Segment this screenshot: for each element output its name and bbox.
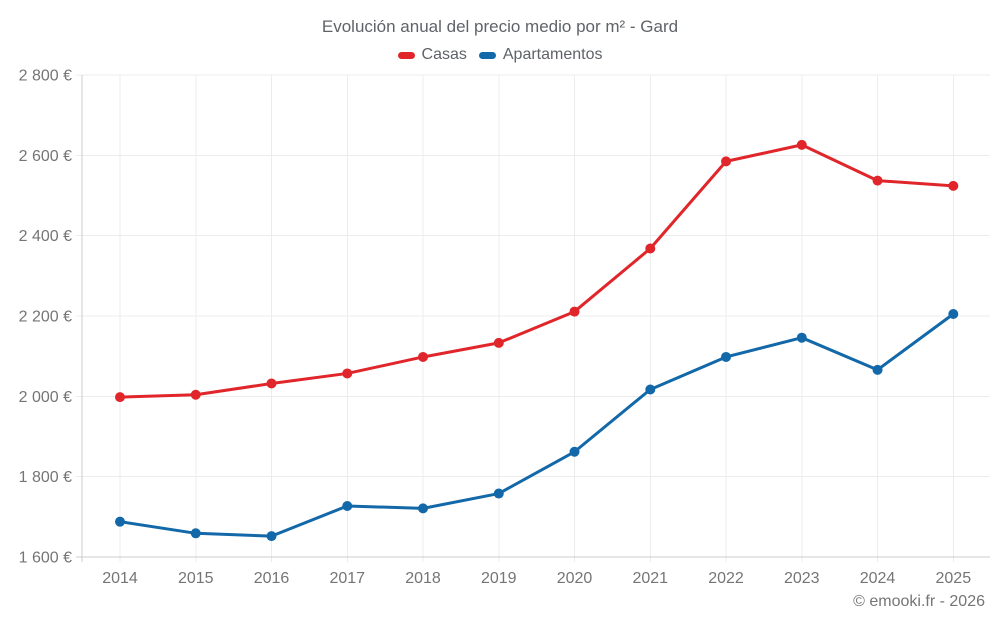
copyright-watermark: © emooki.fr - 2026 bbox=[853, 593, 985, 610]
x-axis-tick-label: 2021 bbox=[632, 570, 668, 587]
legend-swatch-apartamentos-icon bbox=[478, 51, 496, 59]
y-axis-tick-label: 2 000 € bbox=[19, 389, 72, 406]
y-axis-tick-label: 2 400 € bbox=[19, 228, 72, 245]
data-point-casas-2021[interactable] bbox=[645, 243, 656, 254]
data-point-apartamentos-2014[interactable] bbox=[115, 516, 125, 527]
data-point-casas-2020[interactable] bbox=[569, 306, 580, 317]
chart-title: Evolución anual del precio medio por m² … bbox=[321, 17, 679, 36]
data-point-apartamentos-2025[interactable] bbox=[948, 308, 959, 319]
data-point-apartamentos-2023[interactable] bbox=[796, 332, 807, 343]
x-axis-tick-label: 2025 bbox=[936, 570, 972, 587]
x-axis-tick-label: 2022 bbox=[708, 570, 744, 587]
legend-label-apartamentos: Apartamentos bbox=[502, 46, 603, 63]
data-point-apartamentos-2015[interactable] bbox=[190, 528, 201, 539]
y-axis-tick-label: 2 800 € bbox=[19, 68, 72, 85]
x-axis-tick-label: 2015 bbox=[178, 570, 214, 587]
data-point-casas-2024[interactable] bbox=[872, 175, 883, 186]
legend-item-apartamentos[interactable]: Apartamentos bbox=[478, 46, 603, 64]
data-point-apartamentos-2024[interactable] bbox=[872, 364, 883, 375]
legend-swatch-casas-icon bbox=[397, 51, 415, 59]
data-point-casas-2015[interactable] bbox=[190, 389, 201, 400]
data-point-casas-2016[interactable] bbox=[266, 378, 277, 389]
y-axis-tick-label: 1 800 € bbox=[19, 469, 72, 486]
x-axis-tick-label: 2020 bbox=[557, 570, 593, 587]
series-line-casas bbox=[118, 143, 955, 399]
data-point-apartamentos-2018[interactable] bbox=[418, 503, 429, 514]
x-axis-tick-label: 2019 bbox=[481, 570, 517, 587]
chart-legend: Casas Apartamentos bbox=[0, 46, 1000, 64]
data-point-casas-2019[interactable] bbox=[493, 337, 504, 348]
y-axis-tick-label: 2 200 € bbox=[19, 309, 72, 326]
data-point-apartamentos-2021[interactable] bbox=[645, 384, 656, 395]
x-axis-tick-label: 2014 bbox=[102, 570, 138, 587]
x-axis-tick-label: 2016 bbox=[254, 570, 290, 587]
x-axis-tick-label: 2017 bbox=[329, 570, 365, 587]
data-point-apartamentos-2022[interactable] bbox=[721, 351, 732, 362]
series-line-apartamentos bbox=[118, 312, 955, 538]
x-axis-tick-label: 2024 bbox=[860, 570, 896, 587]
data-point-casas-2017[interactable] bbox=[342, 368, 353, 379]
data-point-apartamentos-2017[interactable] bbox=[342, 500, 353, 511]
y-axis-tick-label: 2 600 € bbox=[19, 148, 72, 165]
data-point-casas-2023[interactable] bbox=[796, 139, 807, 150]
data-point-casas-2018[interactable] bbox=[418, 351, 429, 362]
x-axis-tick-label: 2018 bbox=[405, 570, 441, 587]
legend-label-casas: Casas bbox=[421, 46, 467, 63]
data-point-apartamentos-2016[interactable] bbox=[266, 531, 277, 542]
data-point-apartamentos-2020[interactable] bbox=[569, 446, 580, 457]
data-point-apartamentos-2019[interactable] bbox=[493, 488, 504, 499]
data-point-casas-2022[interactable] bbox=[721, 156, 732, 167]
y-axis-tick-label: 1 600 € bbox=[19, 550, 72, 567]
legend-item-casas[interactable]: Casas bbox=[397, 46, 467, 64]
x-axis-tick-label: 2023 bbox=[784, 570, 820, 587]
data-point-casas-2014[interactable] bbox=[115, 392, 125, 403]
data-point-casas-2025[interactable] bbox=[948, 180, 959, 191]
